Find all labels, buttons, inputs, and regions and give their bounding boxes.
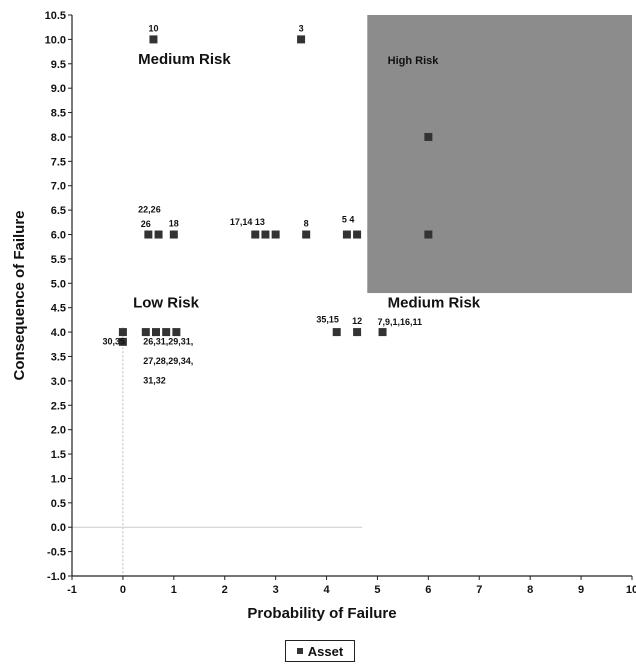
data-point [149, 35, 158, 44]
y-tick-label: 10.0 [45, 34, 66, 46]
data-points: 10 3 18 8 12 [118, 23, 433, 346]
zone-label: Low Risk [133, 295, 200, 312]
data-point [162, 328, 171, 337]
point-annotation: 26,31,29,31, [143, 336, 193, 346]
y-tick-label: -1.0 [47, 571, 66, 583]
data-point [141, 328, 150, 337]
y-tick-label: 0.5 [51, 498, 66, 510]
y-tick-label: -0.5 [47, 547, 66, 559]
point-annotation: 27,28,29,34, [143, 356, 193, 366]
point-annotation: 30,35 [103, 336, 126, 346]
data-point [169, 230, 178, 239]
legend: Asset [285, 640, 355, 662]
x-tick-label: 1 [171, 584, 177, 596]
y-tick-label: 9.5 [51, 59, 66, 71]
x-tick-label: 6 [425, 584, 431, 596]
data-point [152, 328, 160, 337]
legend-label: Asset [307, 643, 344, 659]
data-point [424, 132, 433, 141]
data-point [144, 230, 153, 239]
y-tick-label: 4.0 [51, 327, 66, 339]
x-axis-title: Probability of Failure [247, 605, 396, 622]
y-tick-label: 3.0 [51, 376, 66, 388]
y-tick-label: 2.0 [51, 425, 66, 437]
x-tick-label: -1 [67, 584, 77, 596]
y-axis-title: Consequence of Failure [11, 210, 28, 380]
y-tick-label: 0.0 [51, 522, 66, 534]
data-point [353, 328, 362, 337]
y-tick-label: 5.5 [51, 254, 66, 266]
zone-labels: Medium Risk High Risk Low Risk Medium Risk [133, 51, 481, 312]
point-annotation: 31,32 [143, 375, 166, 385]
point-annotation: 5 4 [342, 214, 355, 224]
y-tick-label: 6.0 [51, 230, 66, 242]
y-tick-label: 8.0 [51, 132, 66, 144]
point-annotation: 17,14 13 [230, 217, 265, 227]
y-tick-label: 9.0 [51, 83, 66, 95]
point-annotations: 22,26 26 17,14 13 5 4 30,35 26,31,29,31, 27,28… [103, 205, 422, 386]
axes-layer [71, 15, 632, 577]
data-point [251, 230, 260, 239]
y-tick-label: 1.5 [51, 449, 66, 461]
x-tick-label: 3 [273, 584, 279, 596]
y-tick-label: 7.0 [51, 181, 66, 193]
legend-swatch-icon [296, 648, 303, 654]
y-tick-label: 4.5 [51, 303, 66, 315]
x-tick-label: 0 [120, 584, 126, 596]
x-tick-label: 8 [527, 584, 533, 596]
y-tick-label: 3.5 [51, 351, 66, 363]
data-point [378, 328, 387, 337]
data-point [271, 230, 280, 239]
data-point [118, 328, 127, 337]
y-tick-label: 6.5 [51, 205, 66, 217]
data-point-label: 8 [304, 219, 309, 229]
data-point [332, 328, 341, 337]
data-point [172, 328, 181, 337]
data-point [118, 337, 127, 346]
y-tick-label: 1.0 [51, 473, 66, 485]
x-tick-label: 7 [476, 584, 482, 596]
high-risk-region [367, 15, 632, 294]
data-point [261, 230, 270, 239]
y-tick-label: 2.5 [51, 400, 66, 412]
data-point-label: 12 [352, 316, 362, 326]
zone-label: High Risk [388, 55, 440, 67]
data-point [424, 230, 433, 239]
x-tick-label: 2 [222, 584, 228, 596]
x-tick-label: 5 [374, 584, 380, 596]
y-tick-label: 10.5 [45, 10, 66, 22]
reference-lines [72, 327, 363, 576]
data-point-label: 10 [148, 23, 158, 33]
data-point [154, 230, 163, 239]
data-point [342, 230, 351, 239]
y-tick-label: 5.0 [51, 278, 66, 290]
data-point [302, 230, 311, 239]
zone-label: Medium Risk [388, 295, 481, 312]
x-tick-label: 4 [323, 584, 330, 596]
data-point-label: 3 [299, 23, 304, 33]
data-point [353, 230, 362, 239]
x-tick-label: 9 [578, 584, 584, 596]
point-annotation: 7,9,1,16,11 [377, 317, 422, 327]
x-tick-labels: -1 0 1 2 3 4 5 6 7 8 9 10 [67, 576, 636, 596]
y-tick-label: 7.5 [51, 156, 66, 168]
point-annotation: 26 [141, 219, 151, 229]
x-tick-label: 10 [626, 584, 636, 596]
y-tick-label: 8.5 [51, 108, 66, 120]
zone-label: Medium Risk [138, 51, 231, 68]
point-annotation: 35,15 [316, 314, 339, 324]
data-point-label: 18 [169, 219, 179, 229]
point-annotation: 22,26 [138, 205, 161, 215]
data-point [297, 35, 306, 44]
y-tick-labels: -1.0 -0.5 0.0 0.5 1.0 1.5 2.0 2.5 3.0 3.5 4.0 4.5 5.… [45, 10, 72, 583]
